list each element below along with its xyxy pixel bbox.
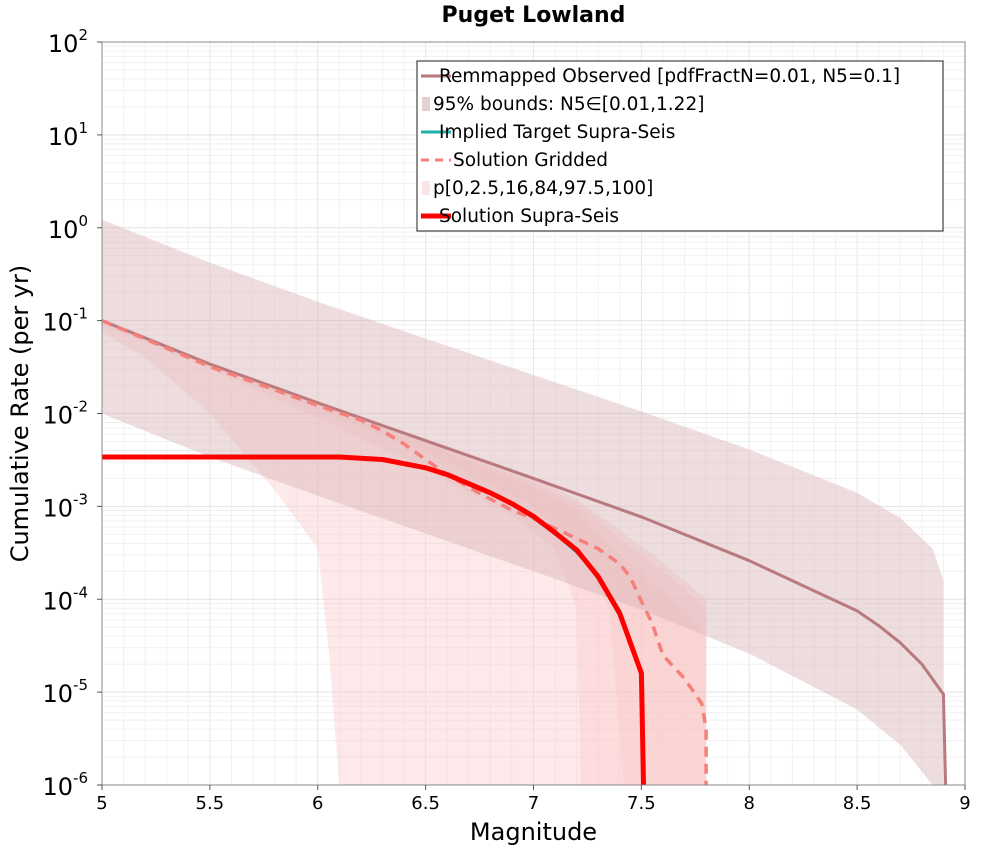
series-lines xyxy=(101,318,948,786)
y-tick-label: 10-2 xyxy=(42,398,88,430)
uncertainty-band-3 xyxy=(102,320,707,785)
y-tick-label: 101 xyxy=(48,119,88,151)
y-axis-ticks: 10-6 10-5 10-4 10-3 10-2 10-1 100 101 102 xyxy=(42,26,102,801)
x-tick-label: 7.5 xyxy=(627,793,656,814)
y-tick-label: 10-6 xyxy=(42,769,88,801)
y-tick-label: 10-5 xyxy=(42,676,88,708)
uncertainty-band-4 xyxy=(102,219,944,785)
x-tick-label: 9 xyxy=(959,793,970,814)
x-tick-label: 5.5 xyxy=(196,793,225,814)
y-axis-label: Cumulative Rate (per yr) xyxy=(6,265,34,563)
legend-box xyxy=(416,60,944,232)
series-line-4 xyxy=(102,454,646,786)
legend-label: p[0,2.5,16,84,97.5,100] xyxy=(433,178,653,199)
legend-label: Implied Target Supra-Seis xyxy=(439,122,675,143)
series-line-1 xyxy=(101,319,948,786)
x-axis-ticks: 5 5.5 6 6.5 7 7.5 8 8.5 9 xyxy=(96,785,971,814)
y-tick-label: 102 xyxy=(48,26,88,58)
grid xyxy=(101,42,966,786)
legend-label: Solution Gridded xyxy=(453,150,608,171)
legend-swatch-patch xyxy=(422,97,430,111)
chart-title: Puget Lowland xyxy=(442,3,626,28)
x-tick-label: 7 xyxy=(528,793,539,814)
y-tick-label: 10-4 xyxy=(42,583,88,615)
x-tick-label: 6.5 xyxy=(411,793,440,814)
uncertainty-band-1 xyxy=(102,318,707,785)
uncertainty-bands xyxy=(102,219,944,785)
x-axis-label: Magnitude xyxy=(470,818,597,846)
x-tick-label: 5 xyxy=(96,793,107,814)
legend-swatch-patch xyxy=(422,181,430,195)
y-tick-label: 10-1 xyxy=(42,305,88,337)
uncertainty-band-2 xyxy=(102,319,707,785)
x-tick-label: 6 xyxy=(312,793,323,814)
y-tick-label: 10-3 xyxy=(42,490,88,522)
x-tick-label: 8.5 xyxy=(843,793,872,814)
x-tick-label: 8 xyxy=(744,793,755,814)
legend-label: Remmapped Observed [pdfFractN=0.01, N5=0… xyxy=(439,66,900,87)
legend-label: 95% bounds: N5∈[0.01,1.22] xyxy=(433,94,704,115)
y-tick-label: 100 xyxy=(48,212,88,244)
legend: Remmapped Observed [pdfFractN=0.01, N5=0… xyxy=(416,60,944,232)
legend-label: Solution Supra-Seis xyxy=(439,206,619,227)
